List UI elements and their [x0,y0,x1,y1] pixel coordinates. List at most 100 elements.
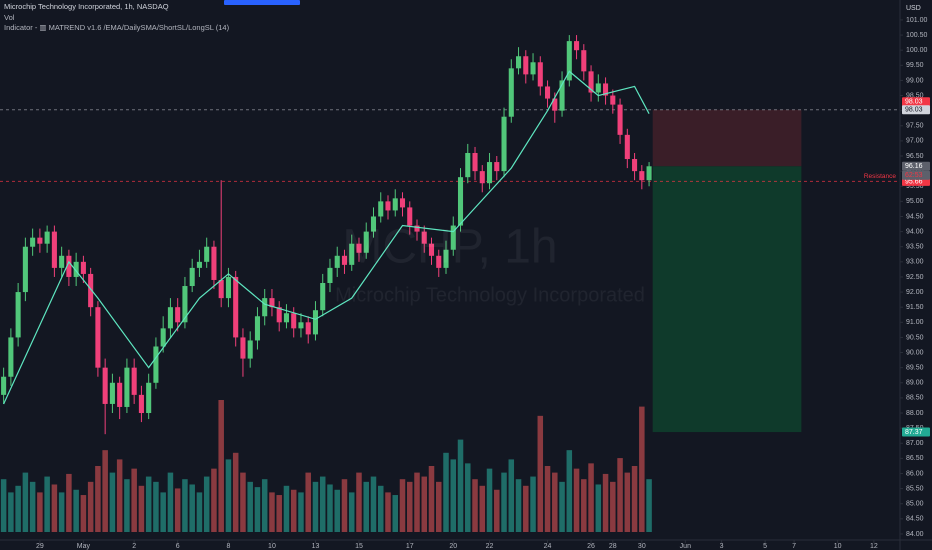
volume-bar [290,489,297,532]
candle-body [581,50,587,72]
candle-body [385,201,391,211]
candle-body [603,83,609,96]
volume-bar [501,472,507,532]
candle-body [102,367,108,404]
x-tick-label: Jun [680,543,691,550]
candle-body [559,80,565,111]
candle-body [552,98,558,111]
candle-body [356,243,362,253]
candle-body [465,152,471,178]
candle-body [117,382,123,407]
candle-body [233,276,239,338]
x-tick-label: 12 [870,543,878,550]
volume-bar [0,479,7,532]
volume-bar [428,466,435,532]
candle-body [109,382,115,404]
x-tick-label: 26 [587,543,595,550]
watermark-subtitle: Microchip Technology Incorporated [335,284,645,306]
x-tick-label: 20 [449,543,457,550]
y-tick-label: 96.50 [906,153,924,160]
volume-bar [341,479,348,532]
currency: USD [906,5,921,12]
volume-bar [80,495,87,532]
stop-zone [652,109,802,167]
volume-bar [348,492,355,532]
volume-bar [472,479,478,532]
candle-body [44,231,50,244]
candle-body [204,246,210,262]
volume-bar [602,473,609,532]
volume-bar [515,479,522,532]
chart-title: Microchip Technology Incorporated, 1h, N… [4,2,169,11]
watermark: MCHP, 1h [342,221,557,274]
y-tick-label: 86.00 [906,470,924,477]
candle-body [530,62,536,75]
candle-body [566,41,572,81]
candle-body [88,273,94,308]
volume-bar [182,479,188,532]
y-tick-label: 90.50 [906,334,924,341]
candle-body [305,322,311,335]
candle-body [225,276,231,299]
x-tick-label: 13 [312,543,320,550]
volume-bar [160,492,166,532]
volume-bar [167,472,174,532]
x-tick-label: 2 [132,543,136,550]
plot: Resistance [0,35,900,532]
volume-bar [66,473,72,532]
candle-body [320,283,326,311]
y-tick-label: 88.00 [906,410,924,417]
volume-bar [196,492,203,532]
x-tick-label: 6 [176,543,180,550]
candle-body [632,159,638,172]
candle-body [254,316,260,341]
candle-body [501,116,507,172]
y-tick-label: 99.00 [906,77,924,84]
volume-bar [377,485,384,532]
y-tick-label: 84.50 [906,516,924,523]
volume-bar [131,468,137,532]
volume-bar [617,458,623,532]
volume-bar [51,484,58,532]
volume-bar [269,492,275,532]
indicator-label: Indicator - ▥ MATREND v1.6 /EMA/DailySMA… [4,23,230,32]
volume-bar [203,476,210,532]
y-tick-label: 89.50 [906,365,924,372]
volume-bar [87,481,94,532]
y-tick-label: 91.50 [906,304,924,311]
volume-bar [8,492,14,532]
y-tick-label: 97.00 [906,138,924,145]
candle-body [457,177,464,226]
volume-bar [457,439,464,532]
candle-body [131,367,137,395]
volume-bar [95,466,101,532]
y-tick-label: 92.50 [906,274,924,281]
volume-bar [566,450,573,532]
y-tick-label: 98.50 [906,92,924,99]
candle-body [240,337,246,359]
volume-bar [363,481,369,532]
volume-bar [58,492,65,532]
candle-body [334,255,340,268]
volume-bar [102,450,108,532]
volume-bar [508,459,515,532]
candle-body [138,394,144,414]
volume-bar [559,481,565,532]
volume-bar [370,476,377,532]
volume-bar [44,476,50,532]
volume-bar [109,472,116,532]
candle-body [515,56,522,69]
y-tick-label: 94.50 [906,213,924,220]
toolbar-button[interactable] [224,0,300,5]
candle-body [341,255,348,265]
volume-bar [37,492,43,532]
candle-body [399,198,406,208]
candle-body [588,71,594,93]
volume-label: Vol [4,13,15,22]
x-tick-label: 8 [226,543,230,550]
candle-body [508,68,514,117]
volume-bar [479,485,486,532]
candle-body [51,231,57,268]
candle-body [15,292,21,338]
candle-body [8,337,14,377]
